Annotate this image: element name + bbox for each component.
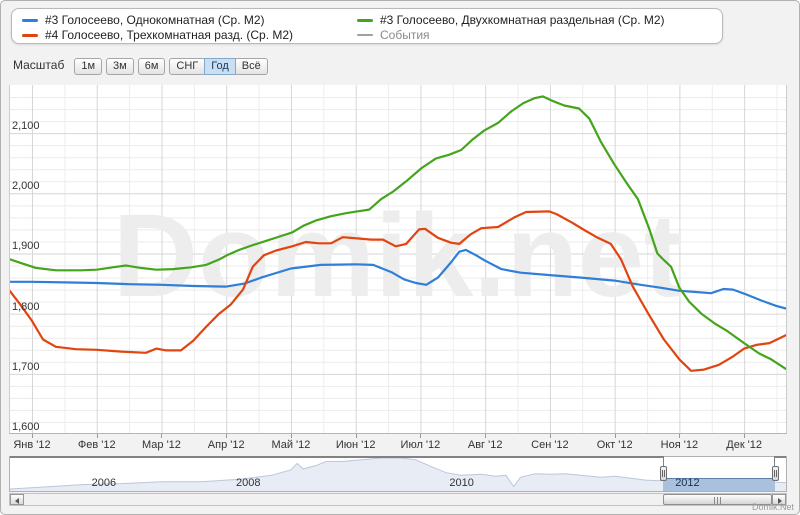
- legend-column-right: #3 Голосеево, Двухкомнатная раздельная (…: [357, 13, 665, 43]
- legend-item-label: #3 Голосеево, Однокомнатная (Ср. М2): [45, 13, 265, 27]
- legend: #3 Голосеево, Однокомнатная (Ср. М2) #4 Г…: [11, 8, 723, 44]
- x-axis-tick: [549, 434, 551, 438]
- legend-item-label: #4 Голосеево, Трехкомнатная разд. (Ср. М…: [45, 28, 294, 42]
- x-axis-tick: [485, 434, 487, 438]
- y-axis-label: 1,600: [12, 421, 40, 433]
- series-line[interactable]: [7, 248, 788, 310]
- navigator-year-label: 2008: [235, 477, 261, 489]
- y-axis-label: 2,100: [12, 120, 40, 133]
- navigator-right-handle[interactable]: [771, 466, 779, 481]
- x-axis-tick: [290, 434, 292, 438]
- legend-series-dash-icon: [22, 18, 38, 22]
- legend-series-dash-icon: [357, 18, 373, 22]
- x-axis-label: Фев '12: [77, 439, 116, 451]
- legend-series-dash-icon: [357, 34, 373, 36]
- x-axis-tick: [31, 434, 33, 438]
- x-axis-label: Сен '12: [531, 439, 569, 451]
- x-axis-tick: [355, 434, 357, 438]
- scrollbar-thumb[interactable]: [663, 494, 772, 505]
- legend-item-label: События: [380, 28, 430, 42]
- price-chart-svg[interactable]: Domik.net: [7, 85, 788, 435]
- legend-item[interactable]: #4 Голосеево, Трехкомнатная разд. (Ср. М…: [22, 28, 357, 42]
- x-axis-label: Мар '12: [141, 439, 181, 451]
- x-axis-tick: [420, 434, 422, 438]
- navigator-left-handle[interactable]: [659, 466, 667, 481]
- scrollbar-grip-icon: [713, 497, 722, 504]
- x-axis-tick: [161, 434, 163, 438]
- range-selector-buttons: 1м 3м 6м СНГ Год Всё: [74, 56, 268, 75]
- series-line[interactable]: [7, 210, 788, 372]
- range-button-3м[interactable]: 3м: [106, 57, 134, 75]
- x-axis-label: Июн '12: [335, 439, 376, 451]
- range-button-Год[interactable]: Год: [204, 57, 236, 75]
- plot-area[interactable]: Domik.net 1,600 1,700 1,800 1,900 2,000 2,100: [7, 85, 788, 435]
- x-axis-tick: [679, 434, 681, 438]
- x-axis-label: Авг '12: [467, 439, 503, 451]
- x-axis-tick: [614, 434, 616, 438]
- x-axis-tick: [744, 434, 746, 438]
- legend-item[interactable]: #3 Голосеево, Двухкомнатная раздельная (…: [357, 13, 665, 27]
- credits-link[interactable]: Domik.Net: [751, 502, 794, 512]
- x-axis-label: Июл '12: [400, 439, 441, 451]
- scrollbar-left-arrow-button[interactable]: [10, 494, 24, 505]
- right-arrow-icon: [778, 498, 782, 504]
- y-axis-label: 2,000: [12, 180, 40, 193]
- navigator-selected-range[interactable]: [663, 478, 776, 491]
- watermark: Domik.net: [113, 190, 683, 322]
- legend-series-dash-icon: [22, 33, 38, 37]
- range-button-1м[interactable]: 1м: [74, 57, 103, 75]
- navigator-area: [10, 458, 786, 491]
- range-button-СНГ[interactable]: СНГ: [169, 57, 206, 75]
- x-axis-label: Дек '12: [726, 439, 763, 451]
- y-axis-label: 1,900: [12, 240, 40, 253]
- range-selector: Масштаб 1м 3м 6м СНГ Год Всё: [13, 56, 268, 75]
- x-axis-label: Янв '12: [13, 439, 51, 451]
- y-axis-label: 1,700: [12, 360, 40, 373]
- y-axis-label: 1,800: [12, 300, 40, 313]
- left-arrow-icon: [15, 498, 19, 504]
- navigator-year-label: 2006: [91, 477, 117, 489]
- legend-item[interactable]: #3 Голосеево, Однокомнатная (Ср. М2): [22, 13, 357, 27]
- x-axis-tick: [96, 434, 98, 438]
- scrollbar-right-arrow-button[interactable]: [772, 494, 786, 505]
- navigator-outline-left: [10, 456, 664, 458]
- range-button-6м[interactable]: 6м: [137, 57, 166, 75]
- x-axis-label: Апр '12: [207, 439, 245, 451]
- navigator-outline-right: [775, 456, 786, 458]
- x-axis-label: Май '12: [271, 439, 311, 451]
- x-axis-tick: [226, 434, 228, 438]
- range-button-Всё[interactable]: Всё: [234, 57, 268, 75]
- navigator[interactable]: 2006 2008 2010 2012: [9, 456, 787, 492]
- legend-column-left: #3 Голосеево, Однокомнатная (Ср. М2) #4 Г…: [22, 13, 357, 43]
- navigator-year-label: 2010: [449, 477, 474, 489]
- scrollbar[interactable]: [9, 493, 787, 506]
- navigator-year-label: 2012: [675, 477, 700, 489]
- range-selector-label: Масштаб: [13, 58, 65, 72]
- x-axis-label: Ноя '12: [660, 439, 699, 451]
- x-axis-label: Окт '12: [596, 439, 633, 451]
- legend-item[interactable]: События: [357, 28, 665, 42]
- legend-item-label: #3 Голосеево, Двухкомнатная раздельная (…: [380, 13, 665, 27]
- series-line[interactable]: [7, 95, 788, 371]
